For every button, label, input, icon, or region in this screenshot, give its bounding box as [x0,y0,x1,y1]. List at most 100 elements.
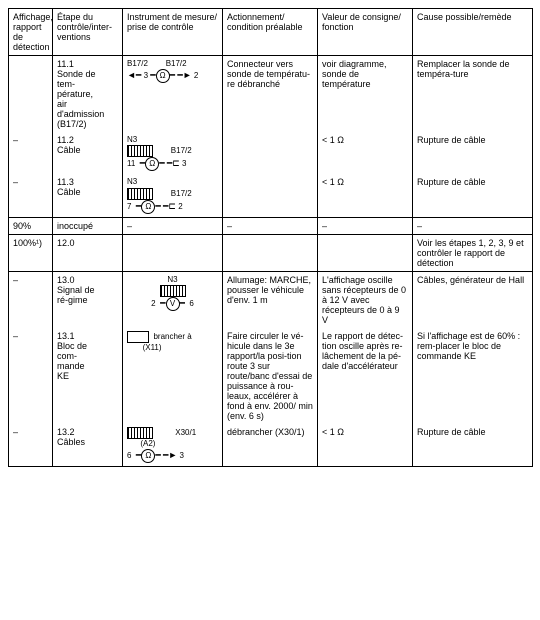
cell-c5: Rupture de câble [413,174,533,217]
pin-right: 3 [182,160,186,169]
connector-icon [127,427,153,439]
cell-c1: 12.0 [53,234,123,271]
diag-label: N3 [167,275,177,284]
cell-c4: < 1 Ω [318,174,413,217]
table-row: – 13.1 Bloc de com-mande KE brancher à (… [9,328,533,424]
ohm-meter-icon: Ω [141,200,155,214]
diag-label: B17/2 [171,147,192,156]
cell-c3 [223,174,318,217]
cell-c0 [9,56,53,133]
cell-c0: 100%¹) [9,234,53,271]
cell-c5: Si l'affichage est de 60% : rem-placer l… [413,328,533,424]
pin-left: 2 [151,299,155,308]
cell-c3: – [223,217,318,234]
table-row: – 11.2 Câble N3 B17/2 11 ━Ω━ ━⊏ 3 < 1 Ω … [9,132,533,174]
cell-step: 13.2 Câbles [53,424,123,467]
cell-c5: Remplacer la sonde de tempéra-ture [413,56,533,133]
cell-instrument: N3 B17/2 11 ━Ω━ ━⊏ 3 [123,132,223,174]
wire-icon: ━ [159,159,164,169]
connector-icon [160,285,186,297]
ohm-meter-icon: Ω [145,157,159,171]
connector-icon [127,188,153,200]
cell-c2 [123,234,223,271]
cell-c3: Allumage: MARCHE, pousser le véhicule d'… [223,271,318,328]
header-c0: Affichage, rapport de détection [9,9,53,56]
diag-label: X30/1 [175,428,196,437]
cell-c3 [223,234,318,271]
cell-step: 13.1 Bloc de com-mande KE [53,328,123,424]
pin-left: 6 [127,451,131,460]
probe-icon: ━► [163,450,177,460]
pin-left: 7 [127,202,131,211]
cell-c5: – [413,217,533,234]
cell-c5: Rupture de câble [413,132,533,174]
table-row: – 11.3 Câble N3 B17/2 7 ━Ω━ ━⊏ 2 < 1 Ω R… [9,174,533,217]
wire-icon: ━ [155,201,160,211]
step-number: 13.0 [57,275,75,285]
header-c2: Instrument de mesure/ prise de contrôle [123,9,223,56]
cell-c3 [223,132,318,174]
pin-left: 11 [127,160,135,169]
table-row: 11.1 Sonde de tem-pérature, air d'admiss… [9,56,533,133]
diagnostic-table: Affichage, rapport de détection Étape du… [8,8,533,467]
cell-instrument: brancher à (X11) [123,328,223,424]
cell-step: 11.1 Sonde de tem-pérature, air d'admiss… [53,56,123,133]
module-icon [127,331,149,343]
cell-c4: – [318,217,413,234]
branch-text: brancher à [153,332,191,341]
cell-c0: – [9,271,53,328]
step-text: Sonde de tem-pérature, air d'admission (… [57,69,98,129]
cell-c0: 90% [9,217,53,234]
cell-instrument: N3 2 ━V━ 6 [123,271,223,328]
cell-step: 11.2 Câble [53,132,123,174]
branch-ref: (X11) [143,343,162,352]
step-number: 11.2 [57,135,75,145]
probe-icon: ━⊏ [163,201,176,211]
a-label: (A2) [140,439,155,448]
pin-right: 3 [180,451,184,460]
cell-instrument: N3 B17/2 7 ━Ω━ ━⊏ 2 [123,174,223,217]
cell-c4: Le rapport de détec-tion oscille après r… [318,328,413,424]
cell-c4 [318,234,413,271]
table-row: 90% inoccupé – – – – [9,217,533,234]
step-text: Câble [57,187,98,197]
cell-c4: L'affichage oscille sans récepteurs de 0… [318,271,413,328]
cell-c5: Rupture de câble [413,424,533,467]
diag-label: N3 [127,135,137,144]
diag-label: N3 [127,177,137,186]
cell-c5: Voir les étapes 1, 2, 3, 9 et contrôler … [413,234,533,271]
connector-icon [127,145,153,157]
wire-icon: ━ [180,298,185,308]
cell-c0: – [9,174,53,217]
table-row: 100%¹) 12.0 Voir les étapes 1, 2, 3, 9 e… [9,234,533,271]
cell-instrument: X30/1 (A2) 6 ━Ω━ ━► 3 [123,424,223,467]
cell-c3: Connecteur vers sonde de températu-re dé… [223,56,318,133]
header-c1: Étape du contrôle/inter-ventions [53,9,123,56]
cell-c2: – [123,217,223,234]
cell-c4: < 1 Ω [318,132,413,174]
cell-c0: – [9,132,53,174]
header-row: Affichage, rapport de détection Étape du… [9,9,533,56]
cell-c3: Faire circuler le vé-hicule dans le 3e r… [223,328,318,424]
diag-label: B17/2 [166,59,187,68]
probe-icon: ━► [177,71,191,81]
cell-c0: – [9,424,53,467]
step-number: 13.2 [57,427,75,437]
step-number: 11.1 [57,59,75,69]
diag-label: B17/2 [171,189,192,198]
pin-right: 6 [189,299,193,308]
step-text: Câble [57,145,98,155]
wire-icon: ━ [170,71,175,81]
cell-step: 11.3 Câble [53,174,123,217]
wire-icon: ━ [155,450,160,460]
wire-icon: ━ [150,71,155,81]
pin-left: 3 [144,72,148,81]
ohm-meter-icon: Ω [141,449,155,463]
header-c5: Cause possible/remède [413,9,533,56]
cell-step: 13.0 Signal de ré-gime [53,271,123,328]
cell-c4: < 1 Ω [318,424,413,467]
volt-meter-icon: V [166,297,180,311]
header-c3: Actionnement/ condition préalable [223,9,318,56]
pin-right: 2 [178,202,182,211]
diag-label: B17/2 [127,59,148,68]
